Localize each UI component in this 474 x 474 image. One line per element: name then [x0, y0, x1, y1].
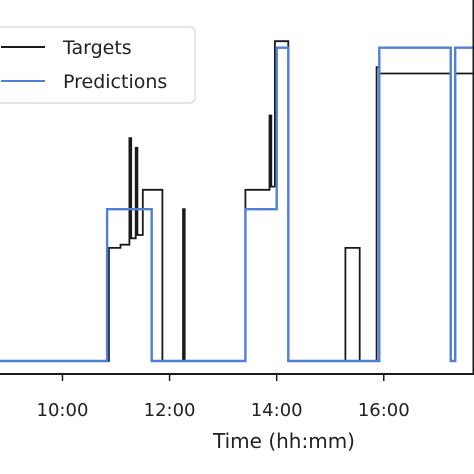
x-tick-label: 16:00: [358, 400, 410, 421]
x-axis-title: Time (hh:mm): [212, 429, 355, 453]
legend-label-predictions: Predictions: [63, 71, 167, 93]
legend-box: [0, 26, 196, 104]
x-tick-label: 10:00: [37, 400, 89, 421]
legend-label-targets: Targets: [62, 37, 132, 59]
series-line-predictions: [0, 46, 473, 363]
x-axis: 10:00 12:00 14:00 16:00: [37, 374, 410, 421]
series-layer: [0, 40, 473, 363]
x-tick-label: 12:00: [144, 400, 196, 421]
legend: Targets Predictions: [0, 26, 196, 104]
x-tick-label: 14:00: [251, 400, 303, 421]
